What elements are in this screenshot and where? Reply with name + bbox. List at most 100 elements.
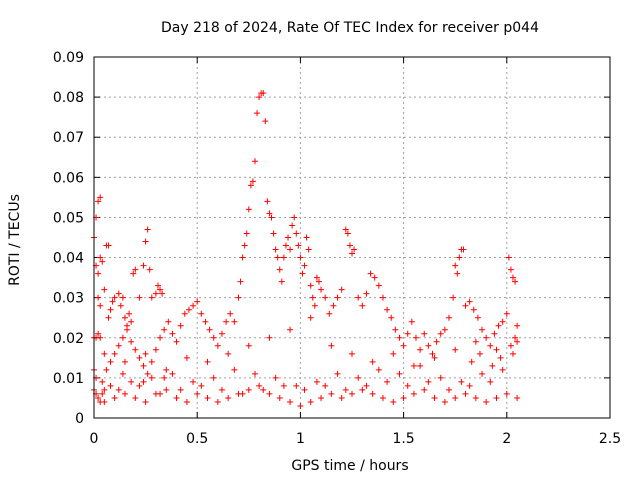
data-point xyxy=(466,298,473,305)
data-point xyxy=(280,254,287,261)
data-point xyxy=(303,234,310,241)
data-point xyxy=(119,370,126,377)
data-point xyxy=(239,390,246,397)
data-point xyxy=(299,270,306,277)
data-point xyxy=(305,246,312,253)
data-point xyxy=(256,382,263,389)
data-point xyxy=(497,354,504,361)
data-point xyxy=(274,254,281,261)
data-point xyxy=(408,318,415,325)
y-tick-label: 0.04 xyxy=(53,251,84,267)
y-tick-labels: 0 0.01 0.02 0.03 0.04 0.05 0.06 0.07 0.08 0.09 xyxy=(53,50,84,427)
data-point xyxy=(107,358,114,365)
data-point xyxy=(157,286,164,293)
data-point xyxy=(128,338,135,345)
data-point xyxy=(190,302,197,309)
data-point xyxy=(404,382,411,389)
data-point xyxy=(136,382,143,389)
data-point xyxy=(237,278,244,285)
data-point xyxy=(441,326,448,333)
data-point xyxy=(315,278,322,285)
data-point xyxy=(235,294,242,301)
data-point xyxy=(97,254,104,261)
data-point xyxy=(109,298,116,305)
data-point xyxy=(371,274,378,281)
data-point xyxy=(264,198,271,205)
data-point xyxy=(227,310,234,317)
data-point xyxy=(280,382,287,389)
data-point xyxy=(185,306,192,313)
data-point xyxy=(503,390,510,397)
data-point xyxy=(396,334,403,341)
data-point xyxy=(148,374,155,381)
data-point xyxy=(417,362,424,369)
data-point xyxy=(514,338,521,345)
data-point xyxy=(183,354,190,361)
data-point xyxy=(101,386,108,393)
data-point xyxy=(95,394,102,401)
data-point xyxy=(346,242,353,249)
data-point xyxy=(285,234,292,241)
data-point xyxy=(218,330,225,337)
data-point xyxy=(505,254,512,261)
data-point xyxy=(330,302,337,309)
data-point xyxy=(202,318,209,325)
data-point xyxy=(243,230,250,237)
data-point xyxy=(152,290,159,297)
data-point xyxy=(483,334,490,341)
data-point xyxy=(425,342,432,349)
data-point xyxy=(157,390,164,397)
data-point xyxy=(375,282,382,289)
data-point xyxy=(254,110,261,117)
data-point xyxy=(130,270,137,277)
data-point xyxy=(152,346,159,353)
y-tick-label: 0.03 xyxy=(53,291,84,307)
data-point xyxy=(400,342,407,349)
data-point xyxy=(132,266,139,273)
data-point xyxy=(159,290,166,297)
data-point xyxy=(260,90,267,97)
data-point xyxy=(493,394,500,401)
data-point xyxy=(124,326,131,333)
data-point xyxy=(266,334,273,341)
data-point xyxy=(148,358,155,365)
data-point xyxy=(144,226,151,233)
y-tick-label: 0.06 xyxy=(53,170,84,186)
data-point xyxy=(349,350,355,357)
data-point xyxy=(97,302,104,309)
data-point xyxy=(95,270,102,277)
data-point xyxy=(512,334,519,341)
data-point xyxy=(107,306,114,313)
data-point xyxy=(249,178,256,185)
data-point xyxy=(307,398,314,405)
data-point xyxy=(431,354,438,361)
data-point xyxy=(363,290,370,297)
y-tick-label: 0 xyxy=(75,411,84,427)
data-point xyxy=(322,294,329,301)
data-point xyxy=(251,158,258,165)
data-point xyxy=(452,346,459,353)
data-point xyxy=(111,294,118,301)
data-point xyxy=(388,314,395,321)
data-point xyxy=(318,286,325,293)
data-point xyxy=(287,398,294,405)
x-tick-label: 2.5 xyxy=(599,431,621,447)
data-point xyxy=(270,230,277,237)
data-point xyxy=(491,330,498,337)
data-point xyxy=(128,318,135,325)
x-axis-title: GPS time / hours xyxy=(291,458,408,474)
y-tick-label: 0.05 xyxy=(53,210,84,226)
data-point xyxy=(328,390,335,397)
data-point xyxy=(514,322,521,329)
data-point xyxy=(446,386,453,393)
data-point xyxy=(115,386,122,393)
data-point xyxy=(144,370,151,377)
data-point xyxy=(214,398,221,405)
data-point xyxy=(119,294,126,301)
data-point xyxy=(99,258,106,265)
data-point xyxy=(266,390,273,397)
y-tick-label: 0.09 xyxy=(53,50,84,66)
data-point xyxy=(225,350,232,357)
